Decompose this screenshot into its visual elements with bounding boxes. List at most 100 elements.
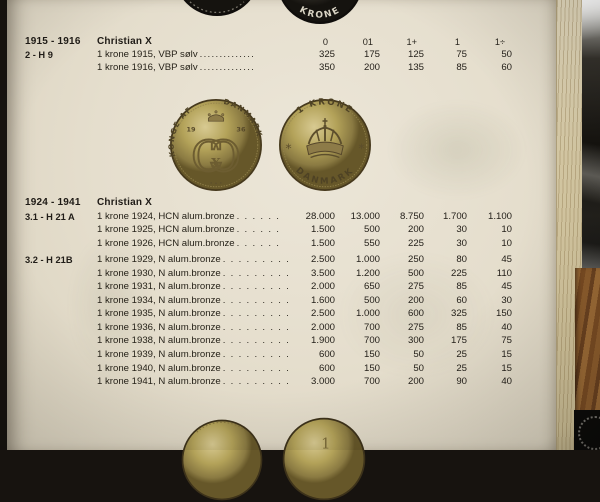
partial-coin-digit: 1 xyxy=(321,436,330,453)
dot-leader: . . . . . . . . . xyxy=(222,294,291,306)
coin-label: 1 krone 1941, N alum.bronze xyxy=(97,376,221,388)
price-value: 150 xyxy=(495,308,512,320)
dot-leader: .............. xyxy=(199,62,256,74)
coin-label: 1 krone 1931, N alum.bronze xyxy=(97,281,221,293)
price-value: 275 xyxy=(407,321,424,333)
price-value: 25 xyxy=(456,362,467,374)
coin-description: 1 krone 1916, VBP sølv.............. xyxy=(90,62,254,74)
price-value: 30 xyxy=(501,294,512,306)
price-row: 1 krone 1926, HCN alum.bronze. . . . . .… xyxy=(25,235,530,249)
price-value: 650 xyxy=(363,281,380,293)
price-value: 80 xyxy=(456,254,467,266)
dot-leader: . . . . . . . . . xyxy=(222,376,291,388)
coin-label: 1 krone 1925, HCN alum.bronze xyxy=(97,224,235,236)
price-row: 3.2 - H 21B 1 krone 1929, N alum.bronze. … xyxy=(25,252,530,266)
coin-obverse-1936: ·KONGE AF DANMARK· 19 36 C C X xyxy=(168,97,264,191)
coin-description: 1 krone 1936, N alum.bronze. . . . . . .… xyxy=(90,322,289,333)
dot-leader: . . . . . . . . . xyxy=(222,281,291,293)
price-value: 85 xyxy=(456,321,467,333)
coin-description: 1 krone 1924, HCN alum.bronze. . . . . . xyxy=(90,210,279,222)
rosette-icon: * xyxy=(358,141,364,156)
price-row: 1 krone 1934, N alum.bronze. . . . . . .… xyxy=(25,292,530,306)
price-value: 700 xyxy=(363,321,380,333)
price-value: 1.100 xyxy=(487,210,512,222)
crown-icon xyxy=(306,118,344,159)
price-value: 125 xyxy=(407,49,424,61)
price-value: 200 xyxy=(363,62,380,74)
dot-leader: . . . . . . . . . xyxy=(222,335,291,347)
price-value: 25 xyxy=(456,349,467,361)
coin-label: 1 krone 1916, VBP sølv xyxy=(97,62,198,74)
catalog-code: 2 - H 9 xyxy=(25,50,53,61)
section-years: 1924 - 1941 xyxy=(25,197,81,208)
coin-description: 1 krone 1934, N alum.bronze. . . . . . .… xyxy=(90,295,289,306)
coin-description: 1 krone 1938, N alum.bronze. . . . . . .… xyxy=(90,335,289,347)
price-value: 1.200 xyxy=(355,267,380,279)
price-value: 10 xyxy=(501,224,512,236)
wooden-table xyxy=(575,268,600,416)
coin-description: 1 krone 1935, N alum.bronze. . . . . . .… xyxy=(90,308,289,319)
price-value: 90 xyxy=(456,376,467,388)
price-value: 8.750 xyxy=(399,210,424,222)
grade-header: 1 xyxy=(454,37,460,47)
price-value: 50 xyxy=(413,362,424,374)
rosette-icon: * xyxy=(285,141,291,156)
price-value: 150 xyxy=(363,349,380,361)
price-value: 50 xyxy=(413,349,424,361)
price-value: 200 xyxy=(407,224,424,236)
price-value: 600 xyxy=(318,349,335,361)
price-value: 200 xyxy=(407,294,424,306)
grade-header: 1+ xyxy=(406,37,417,47)
price-value: 2.500 xyxy=(310,308,335,320)
obverse-year-right: 36 xyxy=(236,126,246,134)
coin-label: 1 krone 1938, N alum.bronze xyxy=(97,335,221,347)
price-value: 500 xyxy=(363,224,380,236)
price-value: 75 xyxy=(501,335,512,347)
silver-coin-top-left-partial xyxy=(183,0,251,16)
price-value: 350 xyxy=(318,62,335,74)
price-value: 600 xyxy=(318,362,335,374)
price-value: 2.000 xyxy=(310,281,335,293)
price-value: 40 xyxy=(501,376,512,388)
price-value: 28.000 xyxy=(305,210,335,222)
price-value: 1.000 xyxy=(355,254,380,266)
price-value: 325 xyxy=(450,308,467,320)
coin-reverse-1krone: 1 KRONE DANMARK * * xyxy=(279,97,371,191)
catalog-page: KRONE 1915 - 1916 Christian X 0 01 1+ 1 1÷ 2 - … xyxy=(7,0,556,501)
coin-description: 1 krone 1930, N alum.bronze. . . . . . .… xyxy=(90,268,289,279)
section-header: 1915 - 1916 Christian X 0 01 1+ 1 1÷ xyxy=(25,27,530,47)
price-value: 30 xyxy=(456,237,467,249)
price-row: 1 krone 1925, HCN alum.bronze. . . . . .… xyxy=(25,222,530,236)
bleed-through-smudge xyxy=(387,100,527,200)
catalog-code: 3.1 - H 21 A xyxy=(25,211,75,222)
price-row: 1 krone 1938, N alum.bronze. . . . . . .… xyxy=(25,333,530,347)
price-value: 3.000 xyxy=(310,376,335,388)
gold-coin-bottom-right-partial: 1 xyxy=(282,417,366,501)
price-value: 85 xyxy=(456,62,467,74)
price-row: 1 krone 1939, N alum.bronze. . . . . . .… xyxy=(25,346,530,360)
svg-text:X: X xyxy=(211,155,221,170)
price-value: 325 xyxy=(318,49,335,61)
coin-label: 1 krone 1929, N alum.bronze xyxy=(97,254,221,266)
price-value: 1.700 xyxy=(442,210,467,222)
price-value: 250 xyxy=(407,254,424,266)
svg-text:C: C xyxy=(191,132,223,181)
price-value: 500 xyxy=(363,294,380,306)
price-value: 135 xyxy=(407,62,424,74)
coin-label: 1 krone 1924, HCN alum.bronze xyxy=(97,210,235,222)
price-row: 3.1 - H 21 A 1 krone 1924, HCN alum.bronz… xyxy=(25,208,530,222)
price-value: 1.900 xyxy=(310,335,335,347)
price-value: 1.500 xyxy=(310,237,335,249)
coin-label: 1 krone 1915, VBP sølv xyxy=(97,49,198,61)
coin-description: 1 krone 1926, HCN alum.bronze. . . . . . xyxy=(90,237,279,249)
coin-description: 1 krone 1925, HCN alum.bronze. . . . . . xyxy=(90,224,279,236)
price-value: 2.000 xyxy=(310,321,335,333)
section-ruler: Christian X xyxy=(97,36,152,47)
dot-leader: . . . . . . . . . xyxy=(222,308,291,320)
catalog-code: 3.2 - H 21B xyxy=(25,255,73,266)
coin-label: 1 krone 1926, HCN alum.bronze xyxy=(97,237,235,249)
price-value: 200 xyxy=(407,376,424,388)
coin-label: 1 krone 1939, N alum.bronze xyxy=(97,349,221,361)
coin-description: 1 krone 1940, N alum.bronze. . . . . . .… xyxy=(90,363,289,374)
price-value: 550 xyxy=(363,237,380,249)
